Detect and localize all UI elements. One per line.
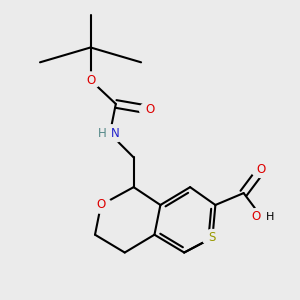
Text: N: N [111, 127, 120, 140]
Text: H: H [266, 212, 274, 222]
Ellipse shape [251, 161, 272, 178]
Text: O: O [86, 74, 95, 87]
Text: H: H [98, 127, 107, 140]
Text: O: O [251, 210, 260, 224]
Ellipse shape [91, 197, 111, 213]
Text: O: O [146, 103, 154, 116]
Text: O: O [96, 199, 106, 212]
Ellipse shape [202, 230, 223, 246]
Ellipse shape [244, 208, 278, 226]
Ellipse shape [80, 72, 101, 88]
Ellipse shape [140, 102, 160, 118]
Text: S: S [209, 231, 216, 244]
Text: O: O [257, 163, 266, 176]
Ellipse shape [93, 125, 127, 142]
